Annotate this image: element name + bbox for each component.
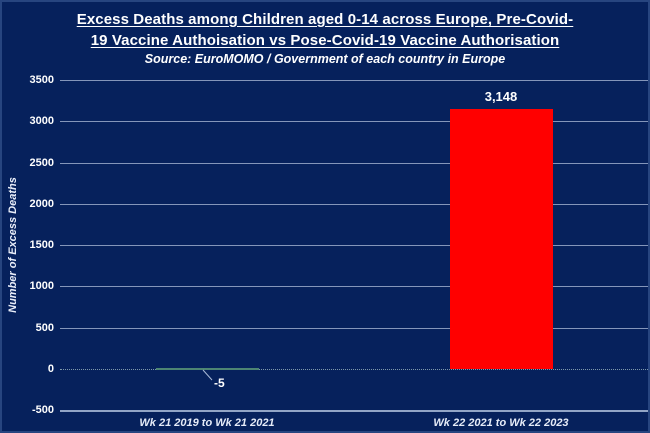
y-tick-label: -500 bbox=[31, 404, 54, 416]
y-tick-label: 0 bbox=[47, 362, 54, 375]
gridline-500 bbox=[60, 327, 648, 329]
bar-pre-covid bbox=[155, 367, 259, 370]
bar-value-label: 3,148 bbox=[484, 89, 518, 105]
gridline-3500 bbox=[60, 80, 648, 81]
y-tick-label: 3500 bbox=[29, 74, 54, 86]
y-tick-label: 1000 bbox=[29, 280, 54, 293]
y-tick-label: 2000 bbox=[29, 197, 54, 210]
gridline-1500 bbox=[60, 245, 648, 246]
gridline-2000 bbox=[60, 203, 648, 205]
chart-title-line-1: Excess Deaths among Children aged 0-14 a… bbox=[76, 11, 574, 28]
gridline--500 bbox=[60, 410, 648, 412]
gridline-2500 bbox=[60, 162, 648, 164]
gridline-3000 bbox=[60, 121, 648, 123]
y-tick-label: 1500 bbox=[29, 239, 54, 251]
chart-title-line-2: 19 Vaccine Authoisation vs Pose-Covid-19… bbox=[90, 32, 560, 49]
bar-post-covid bbox=[449, 109, 553, 369]
gridline-0 bbox=[60, 368, 648, 370]
x-axis-category-label: Wk 22 2021 to Wk 22 2023 bbox=[433, 417, 569, 429]
chart-subtitle: Source: EuroMOMO / Government of each co… bbox=[144, 52, 506, 66]
negative-bar-value-label: -5 bbox=[214, 375, 225, 390]
leader-line bbox=[202, 369, 213, 381]
y-tick-label: 500 bbox=[35, 321, 54, 334]
x-axis-category-label: Wk 21 2019 to Wk 21 2021 bbox=[139, 417, 275, 429]
y-tick-label: 2500 bbox=[29, 156, 54, 169]
y-tick-label: 3000 bbox=[29, 115, 54, 128]
gridline-1000 bbox=[60, 286, 648, 288]
chart-title: Excess Deaths among Children aged 0-14 a… bbox=[2, 9, 648, 51]
